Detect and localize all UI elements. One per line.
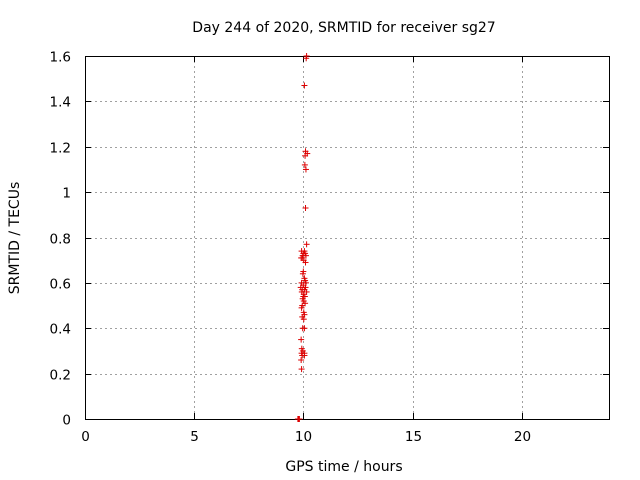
data-point bbox=[298, 366, 305, 373]
x-axis-label: GPS time / hours bbox=[285, 459, 402, 475]
chart-title: Day 244 of 2020, SRMTID for receiver sg2… bbox=[192, 20, 495, 36]
data-points bbox=[294, 53, 311, 422]
data-point bbox=[299, 270, 306, 277]
data-point bbox=[298, 357, 305, 364]
axis-ticks: 0 5 10 15 20 0 0.2 0.4 0.6 0.8 1 1.2 1.4 1.6 bbox=[50, 50, 609, 445]
data-point bbox=[301, 82, 308, 89]
x-tick-label: 15 bbox=[405, 429, 422, 445]
x-tick-label: 0 bbox=[81, 429, 90, 445]
data-point bbox=[301, 161, 308, 168]
y-tick-label: 0.6 bbox=[50, 277, 71, 293]
y-tick-label: 1.2 bbox=[50, 141, 71, 157]
y-tick-label: 1.6 bbox=[50, 50, 71, 66]
y-tick-label: 1 bbox=[62, 186, 71, 202]
data-point bbox=[303, 241, 310, 248]
y-tick-label: 0.8 bbox=[50, 232, 71, 248]
y-tick-label: 0.2 bbox=[50, 368, 71, 384]
data-point bbox=[296, 416, 303, 422]
data-point bbox=[302, 166, 309, 173]
data-point bbox=[302, 259, 309, 266]
data-point bbox=[302, 252, 309, 259]
grid bbox=[85, 56, 609, 419]
y-axis-label: SRMTID / TECUs bbox=[7, 182, 23, 295]
x-tick-label: 10 bbox=[295, 429, 312, 445]
x-tick-label: 20 bbox=[514, 429, 531, 445]
data-point bbox=[300, 316, 307, 323]
data-point bbox=[301, 325, 308, 332]
y-tick-label: 0 bbox=[62, 413, 71, 429]
y-tick-label: 0.4 bbox=[50, 322, 71, 338]
y-tick-label: 1.4 bbox=[50, 95, 71, 111]
data-point bbox=[301, 352, 308, 359]
data-point bbox=[303, 53, 310, 59]
x-tick-label: 5 bbox=[190, 429, 199, 445]
data-point bbox=[298, 336, 305, 343]
data-point bbox=[304, 150, 311, 157]
data-point bbox=[298, 304, 305, 311]
data-point bbox=[302, 205, 309, 212]
